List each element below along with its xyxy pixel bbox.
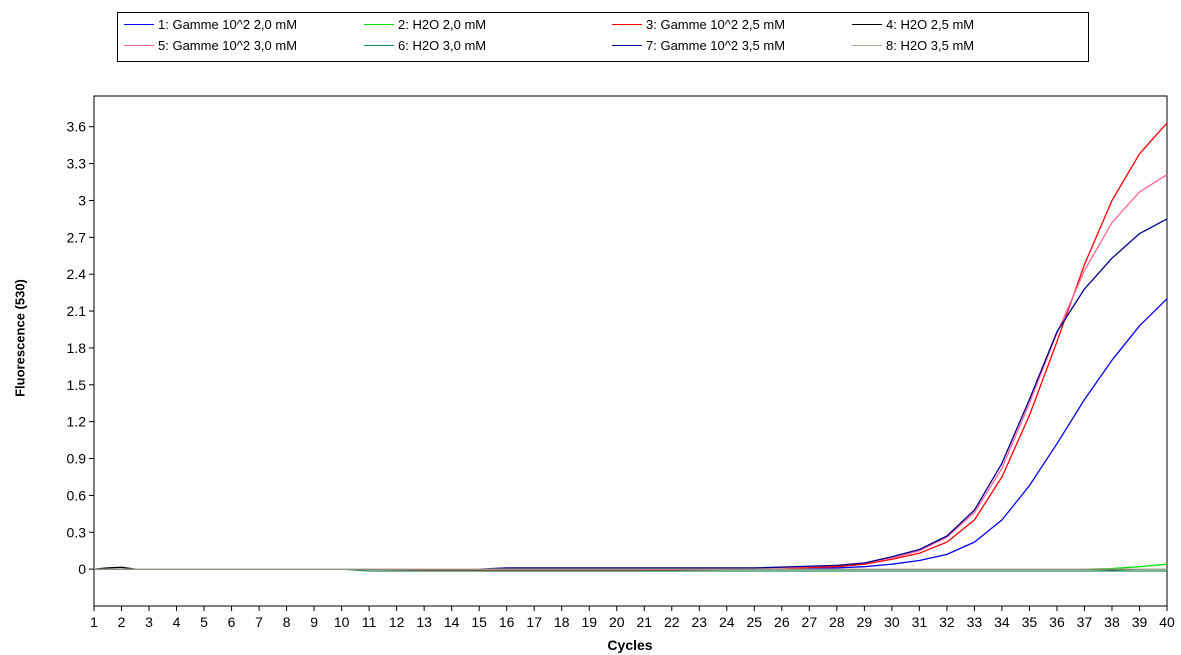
x-tick-label: 36 (1049, 614, 1065, 630)
y-tick-label: 0.9 (67, 451, 87, 467)
legend-item: 3: Gamme 10^2 2,5 mM (612, 15, 785, 33)
x-tick-label: 21 (636, 614, 652, 630)
x-tick-label: 19 (581, 614, 597, 630)
y-tick-label: 3.6 (67, 119, 87, 135)
legend-swatch (124, 44, 154, 46)
y-axis-label: Fluorescence (530) (12, 279, 28, 397)
x-axis-label: Cycles (607, 637, 653, 653)
legend-swatch (124, 23, 154, 25)
legend-label: 2: H2O 2,0 mM (398, 16, 487, 32)
x-tick-label: 22 (664, 614, 680, 630)
legend-item: 2: H2O 2,0 mM (364, 15, 486, 33)
x-tick-label: 39 (1132, 614, 1148, 630)
y-tick-label: 1.5 (67, 377, 87, 393)
x-tick-label: 11 (362, 614, 377, 630)
x-tick-label: 12 (389, 614, 405, 630)
x-tick-label: 32 (939, 614, 955, 630)
x-tick-label: 9 (310, 614, 318, 630)
y-tick-label: 1.2 (67, 414, 87, 430)
legend-swatch (852, 23, 882, 25)
legend-label: 3: Gamme 10^2 2,5 mM (646, 16, 786, 32)
legend-item: 6: H2O 3,0 mM (364, 36, 486, 54)
y-tick-label: 2.4 (67, 266, 87, 282)
series-layer (93, 122, 1168, 572)
x-tick-label: 13 (416, 614, 432, 630)
x-tick-label: 6 (228, 614, 236, 630)
x-tick-label: 26 (774, 614, 790, 630)
x-tick-label: 28 (829, 614, 845, 630)
x-tick-label: 14 (444, 614, 460, 630)
x-tick-label: 33 (967, 614, 983, 630)
legend-swatch (364, 23, 394, 25)
x-tick-label: 34 (994, 614, 1010, 630)
legend-label: 1: Gamme 10^2 2,0 mM (158, 16, 298, 32)
x-tick-label: 20 (609, 614, 625, 630)
legend-item: 5: Gamme 10^2 3,0 mM (124, 36, 297, 54)
legend-item: 7: Gamme 10^2 3,5 mM (612, 36, 785, 54)
legend-swatch (852, 44, 882, 46)
x-tick-label: 38 (1104, 614, 1120, 630)
y-tick-label: 0.3 (67, 524, 87, 540)
x-tick-label: 10 (334, 614, 350, 630)
y-tick-label: 3.3 (67, 156, 87, 172)
legend-label: 4: H2O 2,5 mM (886, 16, 975, 32)
x-tick-label: 8 (283, 614, 291, 630)
legend-label: 5: Gamme 10^2 3,0 mM (158, 37, 298, 53)
x-tick-label: 27 (802, 614, 818, 630)
plot-area (93, 95, 1168, 607)
x-tick-label: 29 (857, 614, 873, 630)
x-tick-label: 40 (1159, 614, 1175, 630)
x-tick-label: 15 (471, 614, 487, 630)
x-tick-label: 7 (255, 614, 263, 630)
y-tick-label: 3 (78, 192, 86, 208)
legend-item: 4: H2O 2,5 mM (852, 15, 974, 33)
legend-swatch (364, 44, 394, 46)
x-tick-label: 31 (912, 614, 928, 630)
chart-legend: 1: Gamme 10^2 2,0 mM 2: H2O 2,0 mM 3: Gamm… (117, 12, 1089, 62)
x-tick-label: 17 (526, 614, 542, 630)
x-tick-label: 3 (145, 614, 153, 630)
x-tick-label: 35 (1022, 614, 1038, 630)
legend-item: 1: Gamme 10^2 2,0 mM (124, 15, 297, 33)
x-tick-label: 23 (691, 614, 707, 630)
x-tick-label: 37 (1077, 614, 1093, 630)
y-tick-label: 2.1 (67, 303, 87, 319)
y-tick-label: 0.6 (67, 487, 87, 503)
legend-label: 8: H2O 3,5 mM (886, 37, 975, 53)
x-tick-label: 16 (499, 614, 515, 630)
x-tick-label: 18 (554, 614, 570, 630)
x-tick-label: 30 (884, 614, 900, 630)
legend-swatch (612, 23, 642, 25)
y-tick-label: 2.7 (67, 229, 87, 245)
legend-label: 6: H2O 3,0 mM (398, 37, 487, 53)
y-tick-label: 0 (78, 561, 86, 577)
x-tick-label: 4 (173, 614, 181, 630)
x-tick-label: 25 (747, 614, 763, 630)
x-tick-label: 24 (719, 614, 735, 630)
legend-label: 7: Gamme 10^2 3,5 mM (646, 37, 786, 53)
y-tick-label: 1.8 (67, 340, 87, 356)
legend-item: 8: H2O 3,5 mM (852, 36, 974, 54)
x-tick-label: 2 (118, 614, 126, 630)
x-tick-label: 5 (200, 614, 208, 630)
x-tick-label: 1 (90, 614, 98, 630)
axis-layer: 00.30.60.91.21.51.82.12.42.733.33.61 2 3 4 5… (67, 119, 1175, 630)
legend-swatch (612, 44, 642, 46)
